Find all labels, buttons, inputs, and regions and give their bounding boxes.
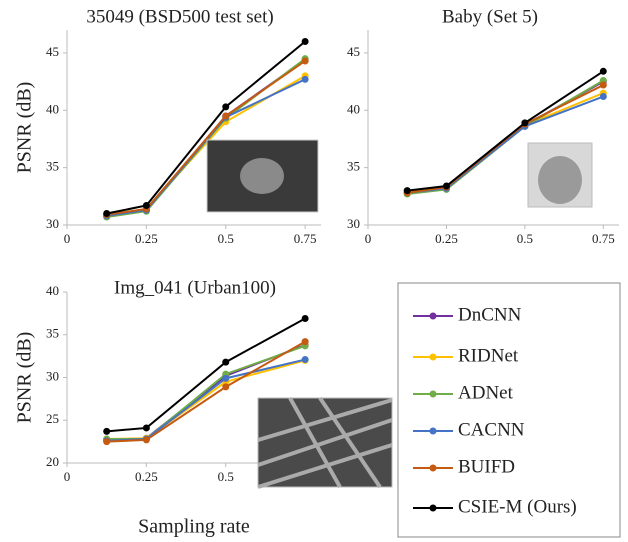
legend-marker — [429, 504, 437, 512]
legend-marker — [429, 427, 437, 435]
legend-label: ADNet — [458, 382, 514, 403]
data-point — [301, 37, 309, 45]
urban-pattern — [257, 396, 393, 489]
y-tick-label: 45 — [46, 44, 59, 59]
x-tick-label: 0 — [64, 469, 71, 484]
data-point — [142, 202, 150, 209]
data-point — [103, 210, 111, 218]
x-tick-label: 0.25 — [435, 231, 458, 246]
data-point — [521, 119, 529, 127]
data-point — [599, 93, 607, 101]
legend-marker — [429, 353, 437, 361]
y-tick-label: 40 — [46, 101, 59, 116]
y-tick-label: 35 — [347, 159, 360, 174]
y-tick-label: 30 — [46, 368, 59, 383]
series-line — [106, 317, 306, 433]
y-tick-label: 40 — [46, 283, 59, 298]
x-tick-label: 0.5 — [218, 231, 234, 246]
y-axis-label: PSNR (dB) — [14, 82, 36, 174]
x-tick-label: 0.75 — [592, 231, 615, 246]
butterfly-shape — [240, 158, 284, 194]
x-tick-label: 0.5 — [218, 469, 234, 484]
data-point — [599, 81, 607, 89]
data-point — [103, 427, 111, 435]
series-line — [106, 340, 306, 443]
x-tick-label: 0.75 — [294, 231, 317, 246]
y-axis-label: PSNR (dB) — [14, 332, 36, 424]
y-tick-label: 25 — [46, 411, 59, 426]
y-tick-label: 20 — [46, 454, 59, 469]
legend-marker — [429, 464, 437, 472]
data-point — [222, 383, 230, 391]
y-tick-label: 45 — [347, 44, 360, 59]
y-tick-label: 40 — [347, 101, 360, 116]
data-point — [599, 67, 607, 75]
x-axis-label: Sampling rate — [138, 516, 250, 538]
data-point — [222, 374, 230, 382]
y-tick-label: 35 — [46, 159, 59, 174]
data-point — [301, 356, 309, 364]
series-line — [106, 40, 306, 215]
legend-label: CACNN — [458, 419, 525, 440]
legend-label: BUIFD — [458, 456, 515, 477]
y-tick-label: 30 — [46, 216, 59, 231]
data-point — [442, 182, 450, 190]
series-line — [106, 60, 306, 216]
data-point — [142, 436, 150, 444]
x-tick-label: 0.25 — [135, 469, 158, 484]
data-point — [301, 57, 309, 65]
chart-title: Baby (Set 5) — [442, 6, 538, 27]
series-line — [407, 70, 604, 192]
legend-label: RIDNet — [458, 345, 519, 366]
x-tick-label: 0.5 — [517, 231, 533, 246]
inset-images — [206, 139, 593, 489]
legend-box — [397, 282, 621, 538]
legend-label: CSIE-M (Ours) — [458, 496, 577, 517]
x-tick-label: 0.25 — [135, 231, 158, 246]
data-point — [403, 187, 411, 195]
x-tick-label: 0 — [365, 231, 372, 246]
legend-label: DnCNN — [458, 304, 522, 325]
data-point — [301, 75, 309, 83]
data-point — [142, 424, 150, 432]
baby-face — [538, 156, 582, 204]
data-point — [222, 103, 230, 111]
chart-title: 35049 (BSD500 test set) — [86, 6, 273, 27]
y-tick-label: 30 — [347, 216, 360, 231]
legend-marker — [429, 390, 437, 398]
legend-marker — [429, 312, 437, 320]
data-point — [103, 438, 111, 446]
chart-title: Img_041 (Urban100) — [114, 277, 276, 298]
x-tick-label: 0 — [64, 231, 71, 246]
data-point — [222, 112, 230, 120]
y-tick-label: 35 — [46, 326, 59, 341]
data-point — [301, 315, 309, 323]
data-point — [222, 358, 230, 366]
data-point — [301, 338, 309, 346]
